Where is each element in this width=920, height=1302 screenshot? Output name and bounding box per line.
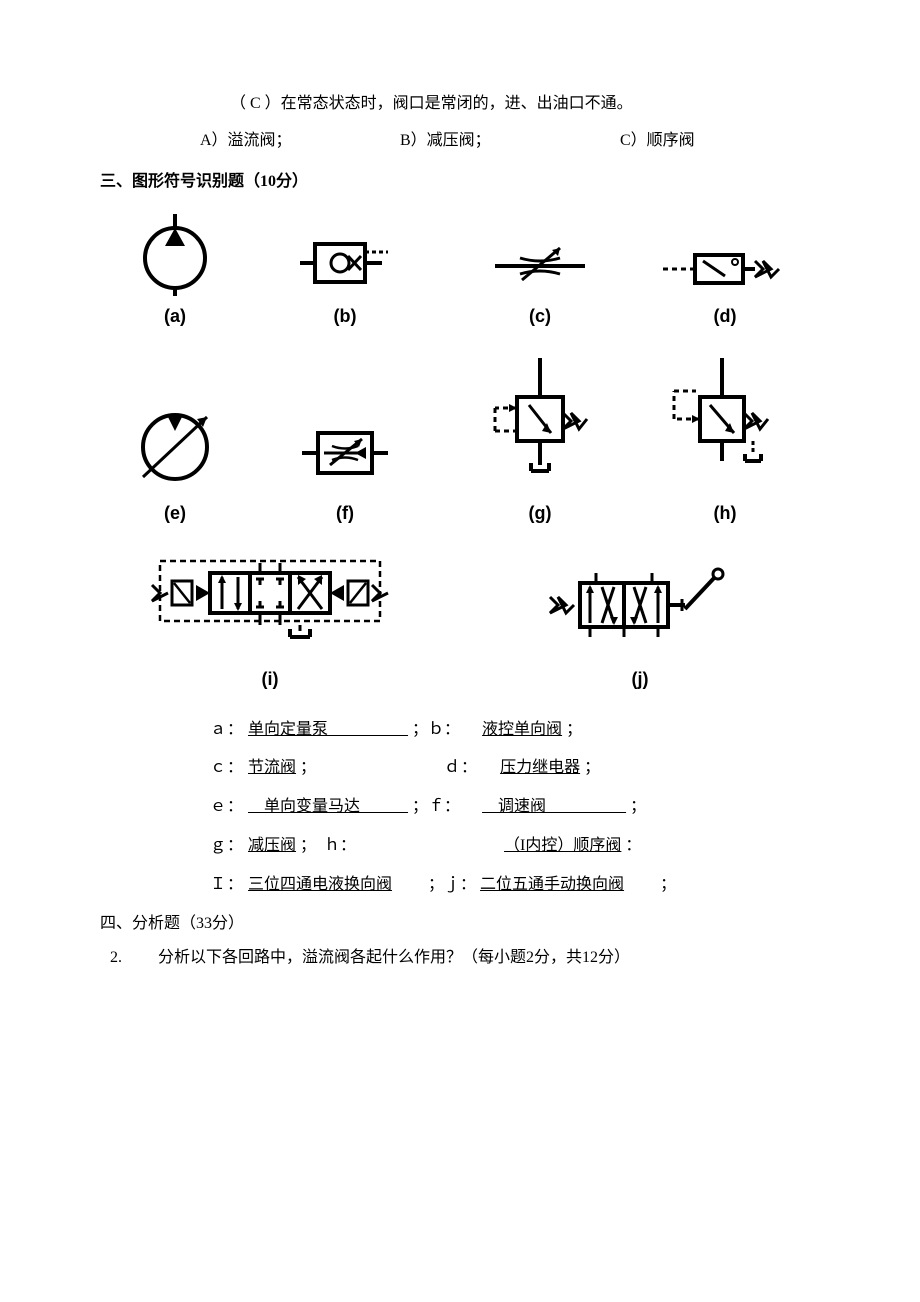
answer-line-cd: ｃ： 节流阀 ； ｄ： 压力继电器 ；: [210, 754, 820, 783]
ans-a-val: 单向定量泵: [248, 721, 408, 738]
answer-line-ab: ａ： 单向定量泵 ；ｂ： 液控单向阀 ；: [210, 716, 820, 745]
ans-c-val: 节流阀: [248, 759, 296, 776]
mc-options: A）溢流阀； B）减压阀； C）顺序阀: [200, 127, 820, 156]
symbol-h: (h): [640, 353, 810, 529]
symbol-row-1: (a) (b) (c): [100, 206, 820, 332]
symbol-i: (i): [130, 549, 410, 695]
q2-number: 2.: [110, 949, 122, 966]
label-h: (h): [714, 497, 737, 529]
ans-j-val: 二位五通手动换向阀: [480, 876, 624, 893]
symbol-e: (e): [100, 397, 250, 529]
ans-f-label: ；ｆ：: [412, 798, 460, 815]
label-g: (g): [529, 497, 552, 529]
ans-b-suffix: ；: [566, 721, 582, 738]
symbol-j: (j): [530, 559, 750, 695]
ans-e-label: ｅ：: [210, 798, 244, 815]
section3-title: 三、图形符号识别题（10分）: [100, 168, 820, 197]
symbol-f: (f): [250, 413, 440, 529]
pilot-check-valve-icon: [290, 226, 400, 296]
three-pos-four-way-valve-icon: [130, 549, 410, 659]
ans-h-suffix: ：: [625, 837, 641, 854]
symbol-c: (c): [440, 236, 640, 332]
ans-g-suffix: ； ｈ：: [300, 837, 356, 854]
symbol-row-3: (i): [100, 549, 820, 695]
symbol-d: (d): [640, 241, 810, 332]
answer-line-gh: ｇ： 减压阀 ； ｈ： （I内控）顺序阀 ：: [210, 832, 820, 861]
ans-c-label: ｃ：: [210, 759, 244, 776]
ans-i-val: 三位四通电液换向阀: [248, 876, 392, 893]
flow-control-valve-icon: [290, 413, 400, 493]
pressure-switch-icon: [655, 241, 795, 296]
sequence-valve-icon: [650, 353, 800, 493]
symbol-row-2: (e) (f): [100, 353, 820, 529]
label-i: (i): [262, 663, 279, 695]
question-2: 2. 分析以下各回路中，溢流阀各起什么作用？（每小题2分，共12分）: [110, 944, 820, 973]
section4-title: 四、分析题（33分）: [100, 910, 820, 939]
label-b: (b): [334, 300, 357, 332]
symbol-g: (g): [440, 353, 640, 529]
ans-h-val: （I内控）顺序阀: [504, 837, 621, 854]
label-f: (f): [336, 497, 354, 529]
label-d: (d): [714, 300, 737, 332]
ans-f-suffix: ；: [630, 798, 646, 815]
mc-option-c: C）顺序阀: [620, 127, 695, 156]
ans-g-label: ｇ：: [210, 837, 244, 854]
mc-option-b: B）减压阀；: [400, 127, 620, 156]
ans-b-val: 液控单向阀: [482, 721, 562, 738]
ans-d-val: 压力继电器: [500, 759, 580, 776]
q2-text: 分析以下各回路中，溢流阀各起什么作用？（每小题2分，共12分）: [158, 949, 630, 966]
two-pos-five-way-valve-icon: [530, 559, 750, 659]
ans-c-suffix: ；: [300, 759, 316, 776]
ans-i-label: Ｉ：: [210, 876, 244, 893]
label-e: (e): [164, 497, 186, 529]
ans-d-suffix: ；: [584, 759, 600, 776]
symbol-b: (b): [250, 226, 440, 332]
mc-stem: （ C ）在常态状态时，阀口是常闭的，进、出油口不通。: [230, 90, 820, 119]
answers-block: ａ： 单向定量泵 ；ｂ： 液控单向阀 ； ｃ： 节流阀 ； ｄ： 压力继电器 ；…: [210, 716, 820, 900]
answer-line-ef: ｅ： 单向变量马达 ；ｆ： 调速阀 ；: [210, 793, 820, 822]
label-c: (c): [529, 300, 551, 332]
ans-i-suffix: ；ｊ：: [396, 876, 476, 893]
ans-j-suffix: ；: [628, 876, 676, 893]
label-a: (a): [164, 300, 186, 332]
ans-a-label: ａ：: [210, 721, 244, 738]
ans-d-label: ｄ：: [444, 759, 478, 776]
pump-icon: [125, 206, 225, 296]
variable-motor-icon: [125, 397, 225, 493]
ans-e-val: 单向变量马达: [248, 798, 408, 815]
reducing-valve-icon: [475, 353, 605, 493]
symbol-a: (a): [100, 206, 250, 332]
ans-g-val: 减压阀: [248, 837, 296, 854]
ans-f-val: 调速阀: [482, 798, 626, 815]
label-j: (j): [632, 663, 649, 695]
mc-option-a: A）溢流阀；: [200, 127, 400, 156]
ans-b-label: ；ｂ：: [412, 721, 460, 738]
answer-line-ij: Ｉ： 三位四通电液换向阀 ；ｊ： 二位五通手动换向阀 ；: [210, 871, 820, 900]
throttle-valve-icon: [480, 236, 600, 296]
